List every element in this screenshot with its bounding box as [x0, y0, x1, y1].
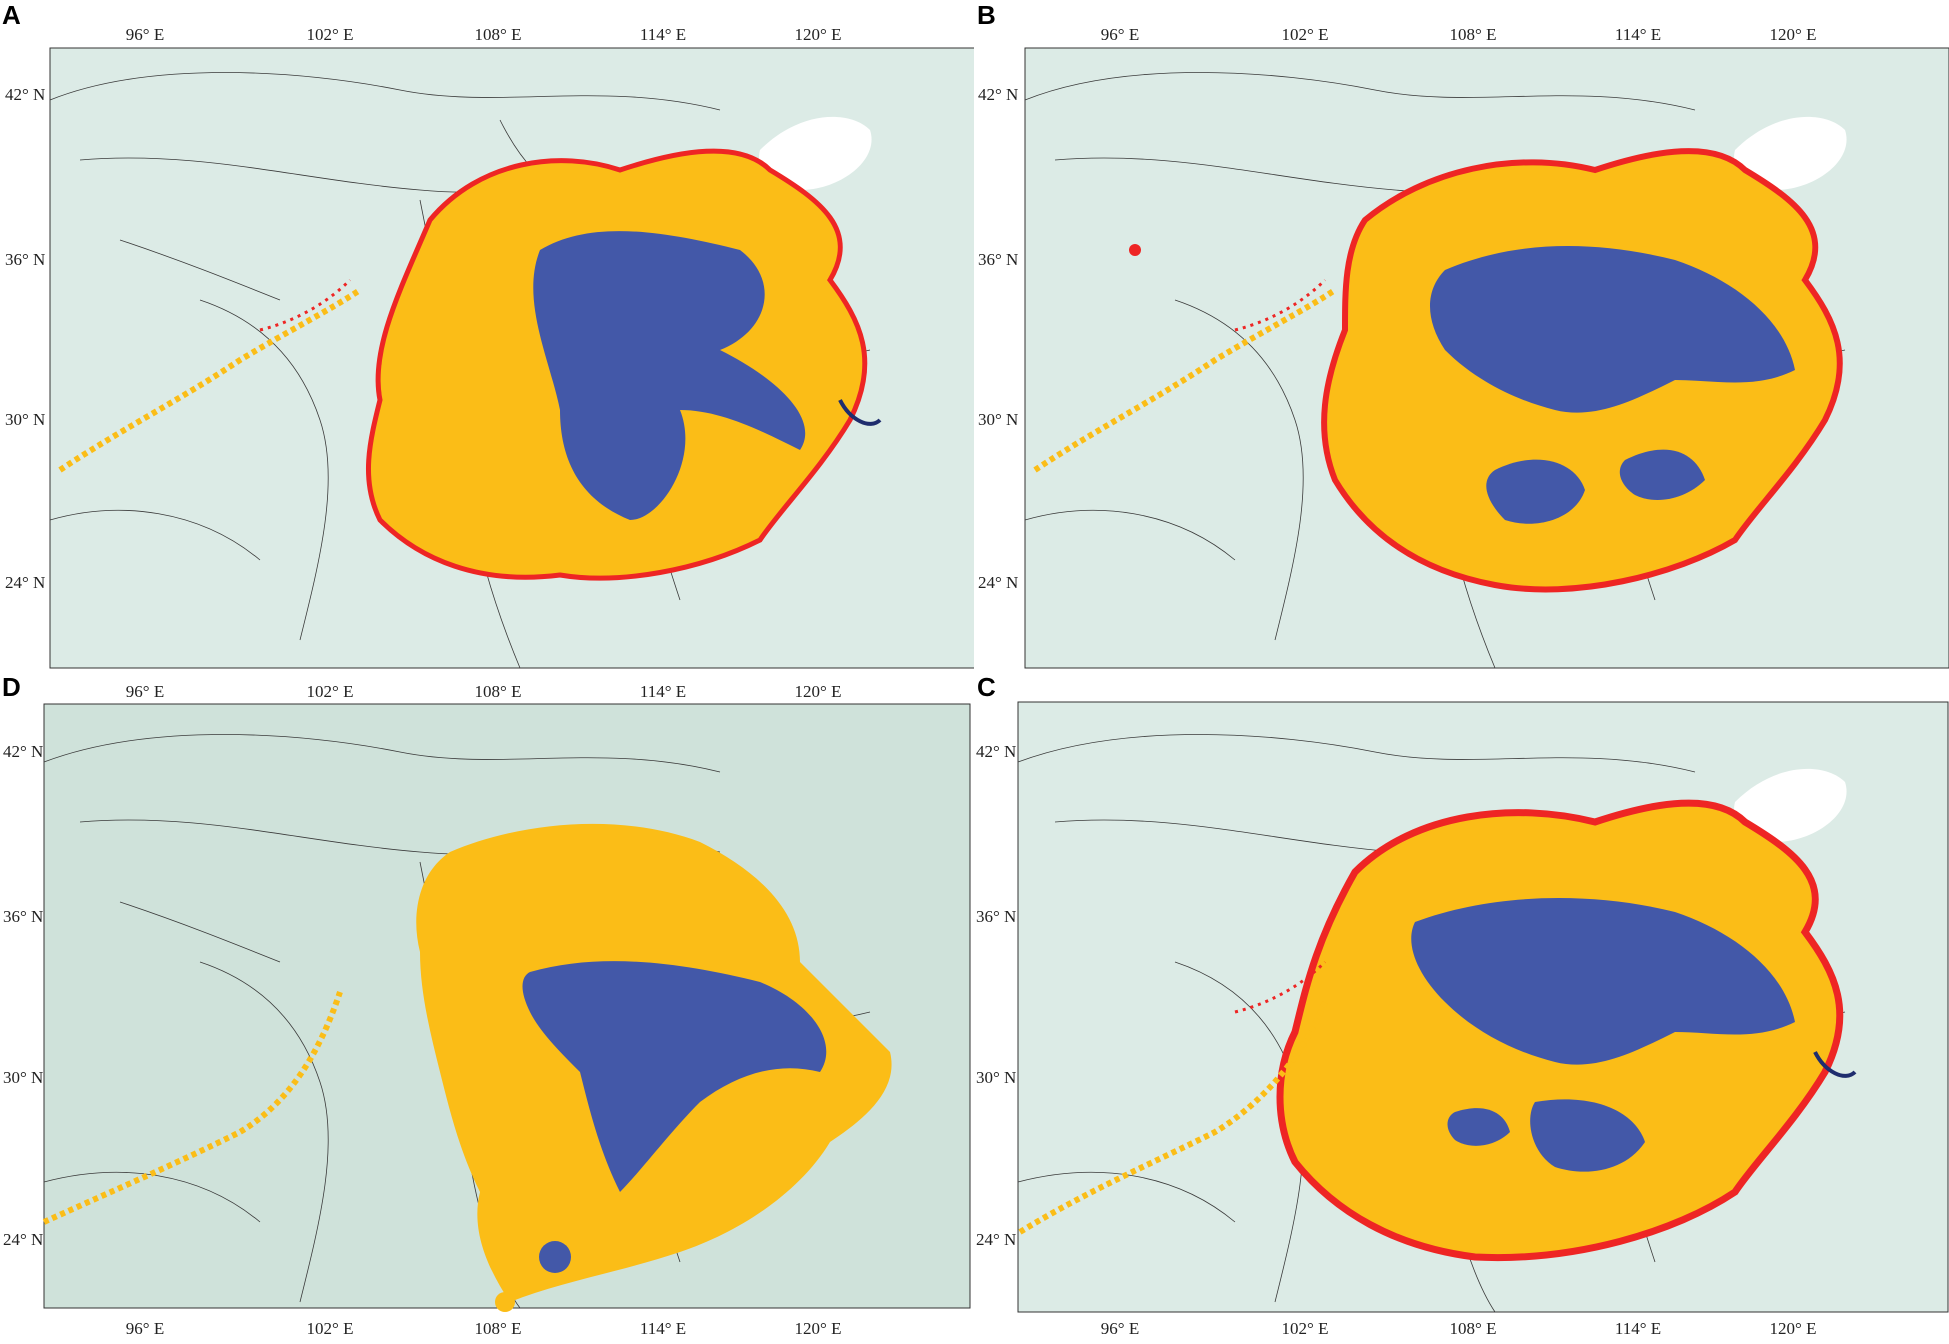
y-tick-label: 36° N	[5, 250, 45, 269]
habitat-scatter-west	[42, 991, 343, 1225]
y-tick-label: 42° N	[978, 85, 1018, 104]
x-tick-label: 108° E	[1450, 1319, 1497, 1338]
x-tick-label: 120° E	[795, 1319, 842, 1338]
y-tick-label: 42° N	[5, 85, 45, 104]
y-tick-label: 30° N	[978, 410, 1018, 429]
habitat-scatter-west	[58, 287, 362, 473]
y-tick-label: 24° N	[976, 1230, 1016, 1249]
x-tick-label: 108° E	[1450, 25, 1497, 44]
x-tick-label: 108° E	[475, 682, 522, 701]
y-tick-label: 30° N	[976, 1068, 1016, 1087]
x-tick-label: 108° E	[475, 1319, 522, 1338]
habitat-blue	[1619, 449, 1705, 500]
y-tick-label: 42° N	[3, 742, 43, 761]
x-tick-label: 120° E	[1770, 1319, 1817, 1338]
y-tick-label: 36° N	[976, 907, 1016, 926]
x-tick-label: 114° E	[1615, 1319, 1661, 1338]
x-tick-label: 114° E	[1615, 25, 1661, 44]
habitat-blue	[533, 231, 806, 520]
x-tick-label: 108° E	[475, 25, 522, 44]
map-svg-b: 96° E 102° E 108° E 114° E 120° E 42° N …	[978, 25, 1949, 669]
x-tick-label: 120° E	[1770, 25, 1817, 44]
x-tick-label: 96° E	[126, 1319, 164, 1338]
map-panel-c: C 96° E 102° E 108° E 114° E 120° E 42° …	[975, 672, 1949, 1344]
habitat-blue	[522, 961, 827, 1192]
sea-bohai	[1734, 768, 1847, 842]
panel-letter-c: C	[977, 672, 996, 702]
habitat-blue	[1411, 898, 1795, 1065]
habitat-blue	[1447, 1108, 1510, 1146]
habitat-blue	[1530, 1099, 1645, 1172]
x-tick-label: 102° E	[1282, 1319, 1329, 1338]
map-panel-a: A 96° E 102° E 108° E 114° E 120	[0, 0, 974, 672]
sea-bohai	[759, 116, 872, 190]
x-tick-label: 102° E	[1282, 25, 1329, 44]
habitat-scatter-west	[1033, 287, 1337, 473]
x-tick-label: 114° E	[640, 682, 686, 701]
y-tick-label: 30° N	[3, 1068, 43, 1087]
map-svg-a: 96° E 102° E 108° E 114° E 120° E 42° N …	[5, 25, 974, 669]
y-tick-label: 24° N	[978, 573, 1018, 592]
map-panel-d: D 96° E 102° E 108° E 114° E 120° E 96° …	[0, 672, 974, 1344]
map-panel-b: B 96° E 102° E 108° E 114° E 120° E 42° …	[975, 0, 1949, 672]
panel-letter-d: D	[2, 672, 21, 702]
habitat-scatter-west	[1018, 1000, 1328, 1235]
x-tick-label: 102° E	[307, 682, 354, 701]
panel-letter-a: A	[2, 0, 21, 30]
map-svg-d: 96° E 102° E 108° E 114° E 120° E 96° E …	[3, 682, 971, 1338]
x-tick-label: 96° E	[126, 682, 164, 701]
panel-letter-b: B	[977, 0, 996, 30]
habitat-blue	[1486, 459, 1585, 524]
y-tick-label: 42° N	[976, 742, 1016, 761]
y-tick-label: 36° N	[3, 907, 43, 926]
y-tick-label: 24° N	[5, 573, 45, 592]
x-tick-label: 120° E	[795, 25, 842, 44]
y-tick-label: 24° N	[3, 1230, 43, 1249]
x-tick-label: 120° E	[795, 682, 842, 701]
x-tick-label: 114° E	[640, 1319, 686, 1338]
sea-bohai	[1734, 116, 1847, 190]
habitat-blue	[1430, 246, 1795, 413]
y-tick-label: 36° N	[978, 250, 1018, 269]
x-tick-label: 102° E	[307, 1319, 354, 1338]
x-tick-label: 96° E	[1101, 25, 1139, 44]
x-tick-label: 96° E	[126, 25, 164, 44]
y-tick-label: 30° N	[5, 410, 45, 429]
map-svg-c: 96° E 102° E 108° E 114° E 120° E 42° N …	[976, 701, 1949, 1338]
x-tick-label: 96° E	[1101, 1319, 1139, 1338]
x-tick-label: 102° E	[307, 25, 354, 44]
x-tick-label: 114° E	[640, 25, 686, 44]
